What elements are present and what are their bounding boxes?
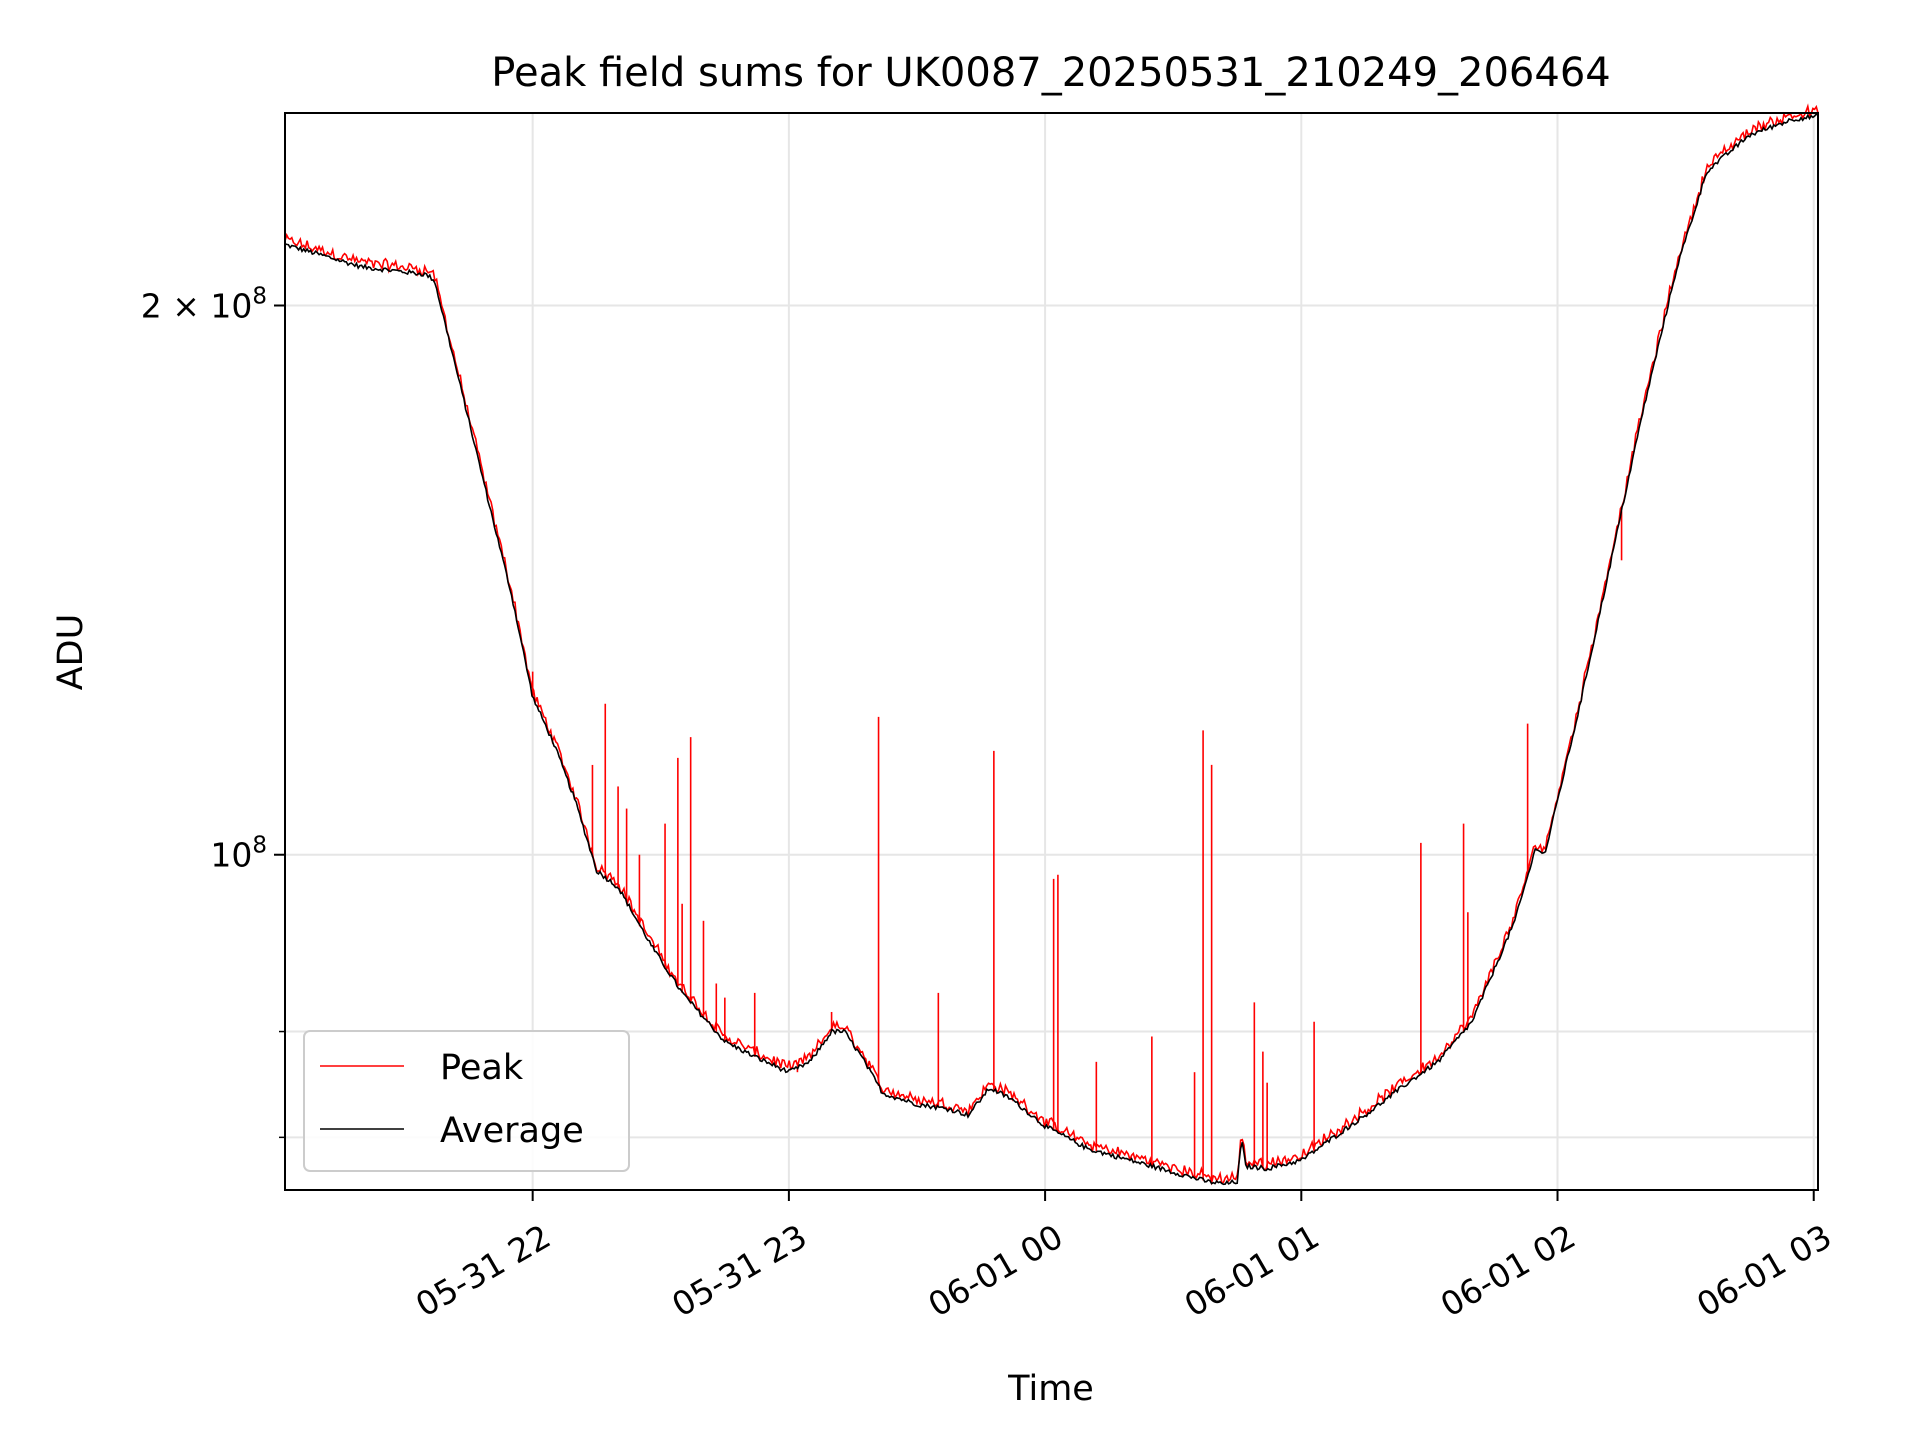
chart-title: Peak field sums for UK0087_20250531_2102… [491, 50, 1610, 96]
legend: Peak Average [303, 1030, 630, 1172]
y-tick-label: 2 × 108 [141, 284, 267, 326]
legend-label-peak: Peak [440, 1048, 524, 1088]
y-axis: 108 2 × 108 [141, 284, 285, 1139]
plot-frame [284, 112, 1819, 1191]
y-tick-label: 108 [210, 833, 267, 875]
series-average-line [284, 112, 1819, 1186]
legend-label-average: Average [440, 1111, 584, 1151]
x-axis-label: Time [1007, 1369, 1094, 1409]
series-peak-line [284, 103, 1819, 1186]
y-axis-label: ADU [51, 614, 91, 691]
series-layer [284, 103, 1819, 1186]
